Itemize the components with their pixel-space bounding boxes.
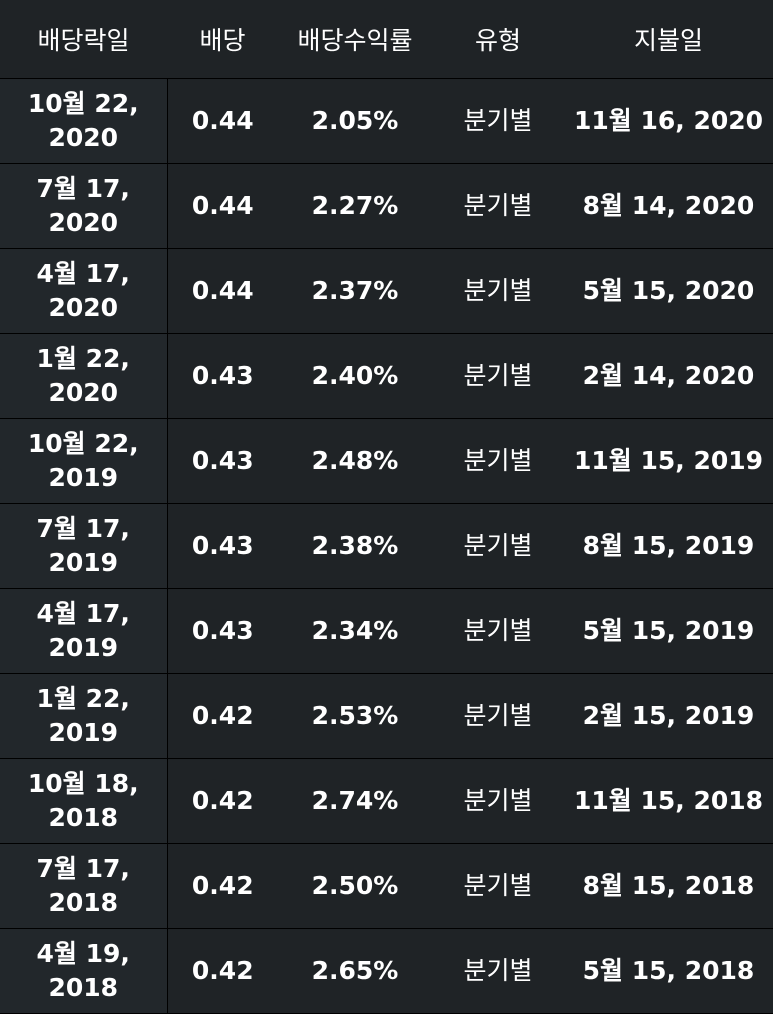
type-cell: 분기별 [432,163,564,249]
table-row[interactable]: 7월 17, 2020 0.44 2.27% 분기별 8월 14, 2020 [0,163,773,249]
pay-date-cell: 5월 15, 2020 [564,248,773,334]
yield-cell: 2.38% [278,503,432,589]
ex-date-cell: 10월 22, 2020 [0,78,168,164]
ex-date-month-day: 4월 17, [36,259,130,288]
ex-date-year: 2018 [48,973,119,1002]
type-cell: 분기별 [432,673,564,759]
dividend-cell: 0.43 [167,418,278,504]
ex-date-cell: 4월 17, 2020 [0,248,168,334]
column-header-yield[interactable]: 배당수익률 [278,0,432,79]
yield-cell: 2.34% [278,588,432,674]
ex-date-year: 2019 [48,463,119,492]
yield-cell: 2.40% [278,333,432,419]
type-cell: 분기별 [432,248,564,334]
dividend-cell: 0.43 [167,588,278,674]
dividend-cell: 0.44 [167,163,278,249]
ex-date-month-day: 7월 17, [36,854,130,883]
pay-date-cell: 11월 16, 2020 [564,78,773,164]
ex-date-cell: 7월 17, 2020 [0,163,168,249]
yield-cell: 2.65% [278,928,432,1014]
ex-date-month-day: 4월 17, [36,599,130,628]
pay-date-cell: 11월 15, 2019 [564,418,773,504]
ex-date-month-day: 10월 22, [27,89,139,118]
pay-date-cell: 5월 15, 2018 [564,928,773,1014]
table-row[interactable]: 4월 17, 2019 0.43 2.34% 분기별 5월 15, 2019 [0,588,773,674]
type-cell: 분기별 [432,503,564,589]
table-body: 10월 22, 2020 0.44 2.05% 분기별 11월 16, 2020 7월 17… [0,78,773,1014]
ex-date-year: 2020 [48,293,119,322]
ex-date-cell: 1월 22, 2019 [0,673,168,759]
ex-date-cell: 7월 17, 2018 [0,843,168,929]
type-cell: 분기별 [432,78,564,164]
dividend-cell: 0.42 [167,928,278,1014]
dividend-cell: 0.44 [167,248,278,334]
ex-date-cell: 4월 17, 2019 [0,588,168,674]
ex-date-cell: 4월 19, 2018 [0,928,168,1014]
pay-date-cell: 11월 15, 2018 [564,758,773,844]
type-cell: 분기별 [432,418,564,504]
ex-date-month-day: 1월 22, [36,684,130,713]
yield-cell: 2.37% [278,248,432,334]
ex-date-month-day: 7월 17, [36,174,130,203]
table-row[interactable]: 7월 17, 2018 0.42 2.50% 분기별 8월 15, 2018 [0,843,773,929]
column-header-dividend[interactable]: 배당 [167,0,278,79]
pay-date-cell: 8월 14, 2020 [564,163,773,249]
table-row[interactable]: 10월 18, 2018 0.42 2.74% 분기별 11월 15, 2018 [0,758,773,844]
dividend-cell: 0.42 [167,673,278,759]
table-row[interactable]: 4월 17, 2020 0.44 2.37% 분기별 5월 15, 2020 [0,248,773,334]
ex-date-month-day: 1월 22, [36,344,130,373]
pay-date-cell: 2월 15, 2019 [564,673,773,759]
pay-date-cell: 2월 14, 2020 [564,333,773,419]
ex-date-cell: 7월 17, 2019 [0,503,168,589]
ex-date-year: 2020 [48,208,119,237]
table-row[interactable]: 4월 19, 2018 0.42 2.65% 분기별 5월 15, 2018 [0,928,773,1014]
ex-date-month-day: 10월 18, [27,769,139,798]
dividend-cell: 0.42 [167,843,278,929]
ex-date-month-day: 4월 19, [36,939,130,968]
ex-date-year: 2020 [48,378,119,407]
ex-date-year: 2019 [48,633,119,662]
table-row[interactable]: 7월 17, 2019 0.43 2.38% 분기별 8월 15, 2019 [0,503,773,589]
ex-date-year: 2018 [48,888,119,917]
type-cell: 분기별 [432,928,564,1014]
yield-cell: 2.53% [278,673,432,759]
type-cell: 분기별 [432,588,564,674]
column-header-ex-date[interactable]: 배당락일 [0,0,167,79]
dividend-cell: 0.42 [167,758,278,844]
yield-cell: 2.05% [278,78,432,164]
table-header: 배당락일 배당 배당수익률 유형 지불일 [0,0,773,79]
yield-cell: 2.50% [278,843,432,929]
header-row: 배당락일 배당 배당수익률 유형 지불일 [0,0,773,79]
pay-date-cell: 8월 15, 2018 [564,843,773,929]
yield-cell: 2.74% [278,758,432,844]
table-row[interactable]: 10월 22, 2020 0.44 2.05% 분기별 11월 16, 2020 [0,78,773,164]
ex-date-year: 2019 [48,718,119,747]
type-cell: 분기별 [432,758,564,844]
ex-date-cell: 10월 22, 2019 [0,418,168,504]
ex-date-year: 2020 [48,123,119,152]
yield-cell: 2.48% [278,418,432,504]
dividend-cell: 0.43 [167,503,278,589]
column-header-pay-date[interactable]: 지불일 [564,0,773,79]
ex-date-month-day: 10월 22, [27,429,139,458]
pay-date-cell: 8월 15, 2019 [564,503,773,589]
table-row[interactable]: 1월 22, 2019 0.42 2.53% 분기별 2월 15, 2019 [0,673,773,759]
type-cell: 분기별 [432,333,564,419]
dividend-cell: 0.44 [167,78,278,164]
yield-cell: 2.27% [278,163,432,249]
dividend-cell: 0.43 [167,333,278,419]
table-row[interactable]: 1월 22, 2020 0.43 2.40% 분기별 2월 14, 2020 [0,333,773,419]
ex-date-year: 2018 [48,803,119,832]
ex-date-cell: 1월 22, 2020 [0,333,168,419]
ex-date-year: 2019 [48,548,119,577]
ex-date-month-day: 7월 17, [36,514,130,543]
ex-date-cell: 10월 18, 2018 [0,758,168,844]
pay-date-cell: 5월 15, 2019 [564,588,773,674]
table-row[interactable]: 10월 22, 2019 0.43 2.48% 분기별 11월 15, 2019 [0,418,773,504]
type-cell: 분기별 [432,843,564,929]
column-header-type[interactable]: 유형 [432,0,564,79]
